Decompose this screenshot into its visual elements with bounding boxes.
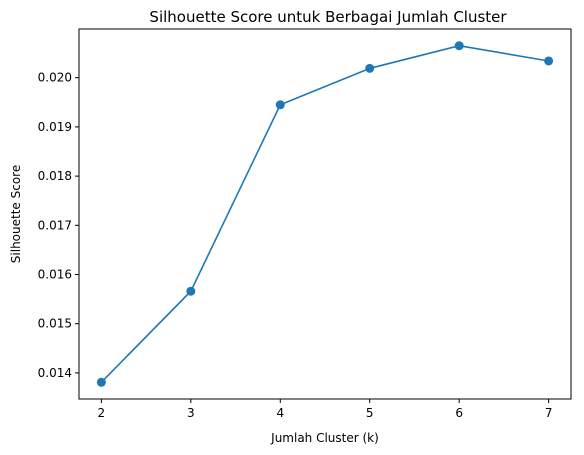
x-tick-label: 4 bbox=[276, 406, 284, 420]
chart-title: Silhouette Score untuk Berbagai Jumlah C… bbox=[149, 8, 507, 26]
x-axis-label: Jumlah Cluster (k) bbox=[270, 431, 379, 445]
y-tick-label: 0.017 bbox=[38, 218, 72, 232]
data-point bbox=[186, 287, 195, 296]
data-point bbox=[455, 41, 464, 50]
series-markers bbox=[97, 41, 553, 387]
x-axis: 2 3 4 5 6 7 bbox=[98, 399, 553, 420]
series-line bbox=[101, 46, 548, 383]
x-tick-label: 3 bbox=[187, 406, 195, 420]
data-point bbox=[276, 100, 285, 109]
data-point bbox=[544, 56, 553, 65]
y-axis: 0.014 0.015 0.016 0.017 0.018 0.019 0.020 bbox=[38, 71, 79, 380]
x-tick-label: 7 bbox=[545, 406, 553, 420]
y-tick-label: 0.014 bbox=[38, 366, 72, 380]
y-tick-label: 0.016 bbox=[38, 268, 72, 282]
plot-area-frame bbox=[79, 29, 571, 399]
data-point bbox=[365, 64, 374, 73]
y-tick-label: 0.019 bbox=[38, 120, 72, 134]
y-tick-label: 0.015 bbox=[38, 317, 72, 331]
y-axis-label: Silhouette Score bbox=[9, 165, 23, 263]
x-tick-label: 6 bbox=[455, 406, 463, 420]
y-tick-label: 0.020 bbox=[38, 71, 72, 85]
x-tick-label: 5 bbox=[366, 406, 374, 420]
data-point bbox=[97, 378, 106, 387]
y-tick-label: 0.018 bbox=[38, 169, 72, 183]
x-tick-label: 2 bbox=[98, 406, 106, 420]
